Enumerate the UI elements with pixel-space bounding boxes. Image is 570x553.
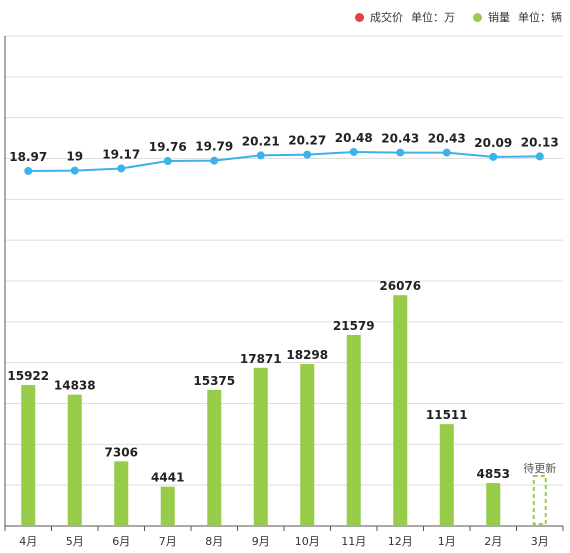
line-value-label: 20.21: [242, 134, 280, 148]
line-point: [256, 151, 265, 160]
line-point: [489, 152, 498, 161]
x-tick-label: 11月: [341, 535, 366, 548]
line-value-label: 20.43: [381, 132, 419, 146]
legend-unit: 单位：辆: [518, 11, 562, 24]
x-tick-label: 1月: [438, 535, 456, 548]
legend-marker-icon: [473, 12, 482, 22]
bar-value-label: 15375: [193, 374, 235, 388]
legend-marker-icon: [355, 12, 364, 22]
legend-label: 销量: [488, 11, 510, 24]
bar: [67, 394, 82, 526]
line-value-label: 19.76: [149, 140, 187, 154]
legend-item[interactable]: 成交价 单位：万: [355, 9, 455, 25]
bar-value-label: 4853: [477, 467, 510, 481]
line-value-label: 20.13: [521, 135, 559, 149]
bar: [346, 335, 361, 526]
bar: [21, 385, 36, 526]
x-tick-label: 9月: [252, 535, 270, 548]
x-tick-label: 5月: [66, 535, 84, 548]
x-tick-label: 3月: [531, 535, 549, 548]
bar: [207, 389, 222, 526]
line-value-label: 19.17: [102, 147, 140, 161]
bar-value-label: 4441: [151, 471, 184, 485]
line-point: [349, 147, 358, 156]
x-tick-label: 7月: [159, 535, 177, 548]
x-tick-label: 12月: [388, 535, 413, 548]
line-value-label: 20.09: [474, 136, 512, 150]
bar-value-label: 14838: [54, 379, 96, 393]
x-tick-label: 2月: [484, 535, 502, 548]
bar-value-label: 11511: [426, 408, 468, 422]
bar: [300, 364, 315, 526]
bar-value-label: 18298: [286, 348, 328, 362]
line-value-label: 20.43: [428, 132, 466, 146]
line-point: [396, 148, 405, 157]
line-point: [442, 148, 451, 157]
line-value-label: 20.48: [335, 131, 373, 145]
line-value-label: 19.79: [195, 140, 233, 154]
x-tick-label: 8月: [205, 535, 223, 548]
placeholder-bar: [532, 475, 547, 525]
x-tick-label: 10月: [295, 535, 320, 548]
x-tick-label: 4月: [19, 535, 37, 548]
bar: [253, 367, 268, 526]
legend-unit: 单位：万: [411, 11, 455, 24]
line-value-label: 20.27: [288, 134, 326, 148]
chart-legend: 成交价 单位：万 销量 单位：辆: [337, 7, 562, 27]
bar-value-label: 15922: [7, 369, 49, 383]
line-point: [535, 152, 544, 161]
bar: [160, 486, 175, 526]
line-value-label: 18.97: [9, 150, 47, 164]
bar: [486, 483, 501, 526]
line-point: [163, 157, 172, 166]
line-point: [117, 164, 126, 173]
bar-value-label: 21579: [333, 319, 375, 333]
line-series: [28, 150, 540, 172]
placeholder-label: 待更新: [523, 461, 556, 475]
bar: [439, 424, 454, 526]
line-point: [303, 150, 312, 159]
bar: [114, 461, 129, 526]
bar: [393, 295, 408, 526]
bar-value-label: 17871: [240, 352, 282, 366]
bar-value-label: 7306: [105, 445, 138, 459]
line-point: [210, 156, 219, 165]
line-value-label: 19: [66, 150, 83, 164]
legend-label: 成交价: [370, 11, 403, 24]
bar-value-label: 26076: [379, 279, 421, 293]
line-point: [24, 167, 33, 175]
line-point: [70, 166, 79, 175]
legend-item[interactable]: 销量 单位：辆: [473, 9, 562, 25]
x-tick-label: 6月: [112, 535, 130, 548]
